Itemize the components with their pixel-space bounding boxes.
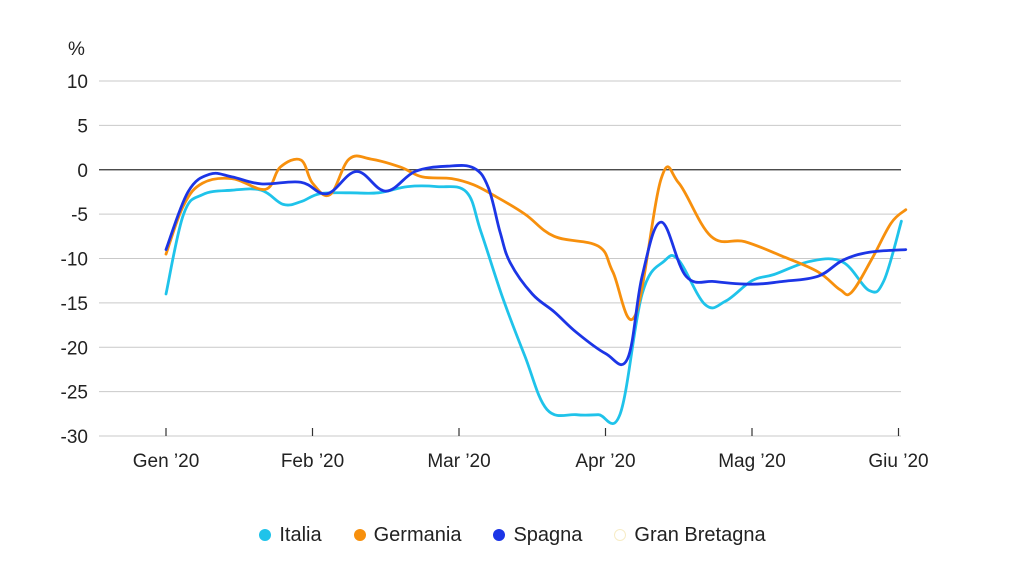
legend: Italia Germania Spagna Gran Bretagna (0, 520, 1025, 550)
legend-marker-icon (259, 529, 272, 541)
x-tick-label: Apr ’20 (575, 451, 635, 472)
legend-label: Germania (373, 523, 462, 546)
x-tick-label: Gen ’20 (133, 451, 200, 472)
y-tick-label: -20 (61, 338, 88, 359)
y-tick-label: -30 (61, 427, 88, 448)
y-tick-label: 10 (67, 72, 88, 93)
legend-label: Spagna (513, 523, 583, 546)
x-tick-label: Mag ’20 (718, 451, 786, 472)
legend-marker-icon (353, 529, 366, 541)
x-tick-label: Feb ’20 (281, 451, 344, 472)
legend-label: Italia (279, 523, 322, 546)
legend-marker-icon (493, 529, 506, 541)
legend-item: Italia (259, 523, 322, 547)
series-lines (164, 154, 908, 425)
legend-item: Germania (353, 523, 462, 547)
y-tick-label: -15 (61, 294, 88, 315)
y-tick-label: 0 (77, 161, 88, 182)
y-tick-label: 5 (77, 116, 88, 137)
line-chart: 10 5 0 -5 -10 -15 -20 -25 -30% Gen ’20 Feb ’20 Mar … (61, 39, 929, 472)
x-tick-label: Giu ’20 (868, 451, 928, 472)
y-unit-label: % (68, 39, 85, 60)
y-tick-label: -10 (61, 250, 88, 271)
x-tick-label: Mar ’20 (427, 451, 490, 472)
y-tick-label: -5 (71, 205, 88, 226)
series-line-germania (164, 154, 908, 321)
gridlines (99, 80, 901, 437)
legend-item: Gran Bretagna (614, 523, 766, 547)
x-axis (165, 428, 900, 436)
legend-item: Spagna (493, 524, 582, 547)
legend-marker-icon (614, 529, 627, 541)
series-line-italia (164, 184, 903, 425)
series-line-spagna (164, 164, 908, 366)
legend-label: Gran Bretagna (634, 523, 766, 546)
tick-labels: 10 5 0 -5 -10 -15 -20 -25 -30% Gen ’20 Feb ’20 Mar … (61, 39, 929, 472)
y-tick-label: -25 (61, 383, 88, 404)
